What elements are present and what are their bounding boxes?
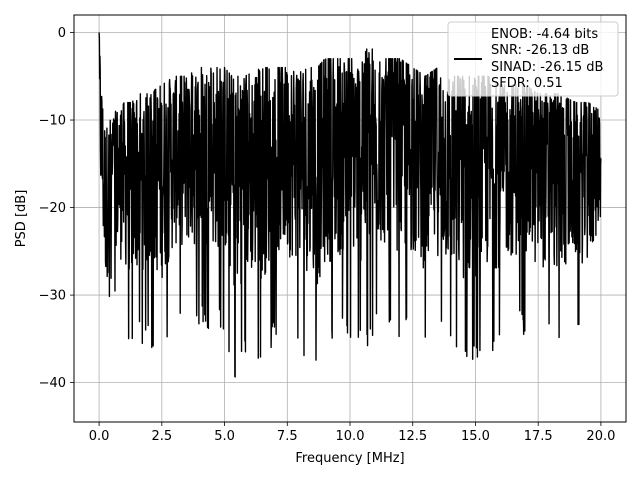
legend-entry-sinad: SINAD: -26.15 dB [491, 60, 603, 75]
y-tick-label: −30 [39, 289, 66, 304]
psd-series-line [98, 32, 602, 378]
y-axis-label: PSD [dB] [14, 190, 29, 248]
x-axis-label: Frequency [MHz] [295, 451, 404, 466]
x-axis: 0.0 2.5 5.0 7.5 10.0 12.5 15.0 17.5 20.0 [89, 422, 615, 444]
legend-entry-snr: SNR: -26.13 dB [491, 43, 589, 58]
y-tick-label: −10 [39, 114, 66, 129]
legend-box [447, 21, 619, 97]
y-tick-label: −40 [39, 376, 66, 391]
x-tick-label: 0.0 [89, 429, 110, 444]
y-tick-label: 0 [58, 26, 66, 41]
x-tick-label: 15.0 [461, 429, 490, 444]
y-axis: 0 −10 −20 −30 −40 [39, 26, 74, 391]
legend-entry-enob: ENOB: -4.64 bits [491, 27, 598, 42]
legend-entry-sfdr: SFDR: 0.51 [491, 76, 563, 91]
x-tick-label: 2.5 [151, 429, 172, 444]
x-tick-label: 7.5 [277, 429, 298, 444]
x-tick-label: 5.0 [214, 429, 235, 444]
x-tick-label: 17.5 [524, 429, 553, 444]
y-tick-label: −20 [39, 201, 66, 216]
x-tick-label: 12.5 [398, 429, 427, 444]
legend: ENOB: -4.64 bits SNR: -26.13 dB SINAD: -… [447, 21, 619, 97]
plot-area [98, 32, 602, 378]
x-tick-label: 10.0 [336, 429, 365, 444]
x-tick-label: 20.0 [586, 429, 615, 444]
